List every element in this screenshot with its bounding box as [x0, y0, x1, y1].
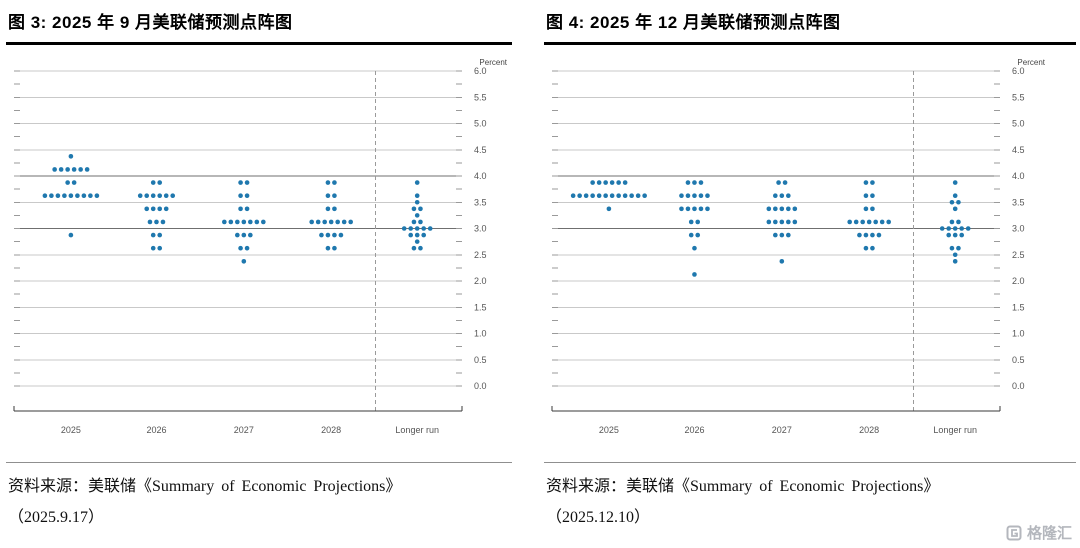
svg-text:2.0: 2.0 — [474, 276, 487, 286]
source-text: 资料来源：美联储《Summary of Economic Projections… — [8, 478, 402, 495]
svg-text:2.0: 2.0 — [1012, 276, 1025, 286]
svg-text:5.0: 5.0 — [474, 119, 487, 129]
svg-text:3.0: 3.0 — [474, 224, 487, 234]
gelonghui-logo-icon — [1006, 525, 1022, 541]
svg-text:0.5: 0.5 — [1012, 355, 1025, 365]
source-note-december: 资料来源：美联储《Summary of Economic Projections… — [544, 462, 1076, 533]
gelonghui-watermark: 格隆汇 — [1006, 522, 1072, 543]
svg-text:6.0: 6.0 — [1012, 66, 1025, 76]
svg-text:Longer run: Longer run — [933, 425, 977, 435]
svg-text:5.5: 5.5 — [1012, 92, 1025, 102]
dot-plot-december: 6.0 5.5 5.0 4.5 4.0 3.5 3.0 2.5 2.0 1.5 1.0 0.5 0.0 P… — [544, 57, 1076, 454]
figure-panel-december: 图 4: 2025 年 12 月美联储预测点阵图 6.0 5.5 5.0 4.5 4.0… — [544, 2, 1076, 533]
svg-text:2028: 2028 — [321, 425, 341, 435]
svg-text:0.0: 0.0 — [1012, 381, 1025, 391]
svg-text:5.5: 5.5 — [474, 92, 487, 102]
svg-text:0.0: 0.0 — [474, 381, 487, 391]
svg-text:2027: 2027 — [234, 425, 254, 435]
svg-text:2025: 2025 — [599, 425, 619, 435]
source-date: （2025.12.10） — [546, 509, 651, 527]
svg-text:4.5: 4.5 — [474, 145, 487, 155]
watermark-text: 格隆汇 — [1026, 525, 1072, 542]
svg-text:3.0: 3.0 — [1012, 224, 1025, 234]
svg-text:Longer run: Longer run — [395, 425, 439, 435]
svg-text:4.5: 4.5 — [1012, 145, 1025, 155]
svg-text:1.5: 1.5 — [1012, 302, 1025, 312]
svg-text:4.0: 4.0 — [1012, 171, 1025, 181]
figure-title-december: 图 4: 2025 年 12 月美联储预测点阵图 — [544, 2, 1076, 45]
svg-text:3.5: 3.5 — [1012, 197, 1025, 207]
svg-text:6.0: 6.0 — [474, 66, 487, 76]
svg-text:2027: 2027 — [772, 425, 792, 435]
source-note-september: 资料来源：美联储《Summary of Economic Projections… — [6, 462, 512, 533]
svg-text:Percent: Percent — [479, 58, 507, 67]
source-text: 资料来源：美联储《Summary of Economic Projections… — [546, 478, 940, 495]
svg-text:0.5: 0.5 — [474, 355, 487, 365]
svg-text:2026: 2026 — [684, 425, 704, 435]
svg-text:2.5: 2.5 — [1012, 250, 1025, 260]
svg-text:Percent: Percent — [1017, 58, 1045, 67]
svg-text:2026: 2026 — [146, 425, 166, 435]
svg-text:2.5: 2.5 — [474, 250, 487, 260]
dot-plot-svg: 6.0 5.5 5.0 4.5 4.0 3.5 3.0 2.5 2.0 1.5 1.0 0.5 0.0 P… — [551, 58, 1046, 435]
svg-text:2028: 2028 — [859, 425, 879, 435]
svg-text:2025: 2025 — [61, 425, 81, 435]
svg-text:5.0: 5.0 — [1012, 119, 1025, 129]
svg-text:1.0: 1.0 — [1012, 329, 1025, 339]
dot-plot-svg: 6.0 5.5 5.0 4.5 4.0 3.5 3.0 2.5 2.0 1.5 1.0 0.5 0.0 P… — [13, 58, 508, 435]
source-date: （2025.9.17） — [8, 509, 105, 527]
figure-title-september: 图 3: 2025 年 9 月美联储预测点阵图 — [6, 2, 512, 45]
svg-text:4.0: 4.0 — [474, 171, 487, 181]
svg-text:1.5: 1.5 — [474, 302, 487, 312]
svg-text:1.0: 1.0 — [474, 329, 487, 339]
figure-panel-september: 图 3: 2025 年 9 月美联储预测点阵图 6.0 5.5 5.0 4.5 4.0 3… — [6, 2, 512, 533]
dot-plot-september: 6.0 5.5 5.0 4.5 4.0 3.5 3.0 2.5 2.0 1.5 1.0 0.5 0.0 P… — [6, 57, 512, 454]
svg-text:3.5: 3.5 — [474, 197, 487, 207]
